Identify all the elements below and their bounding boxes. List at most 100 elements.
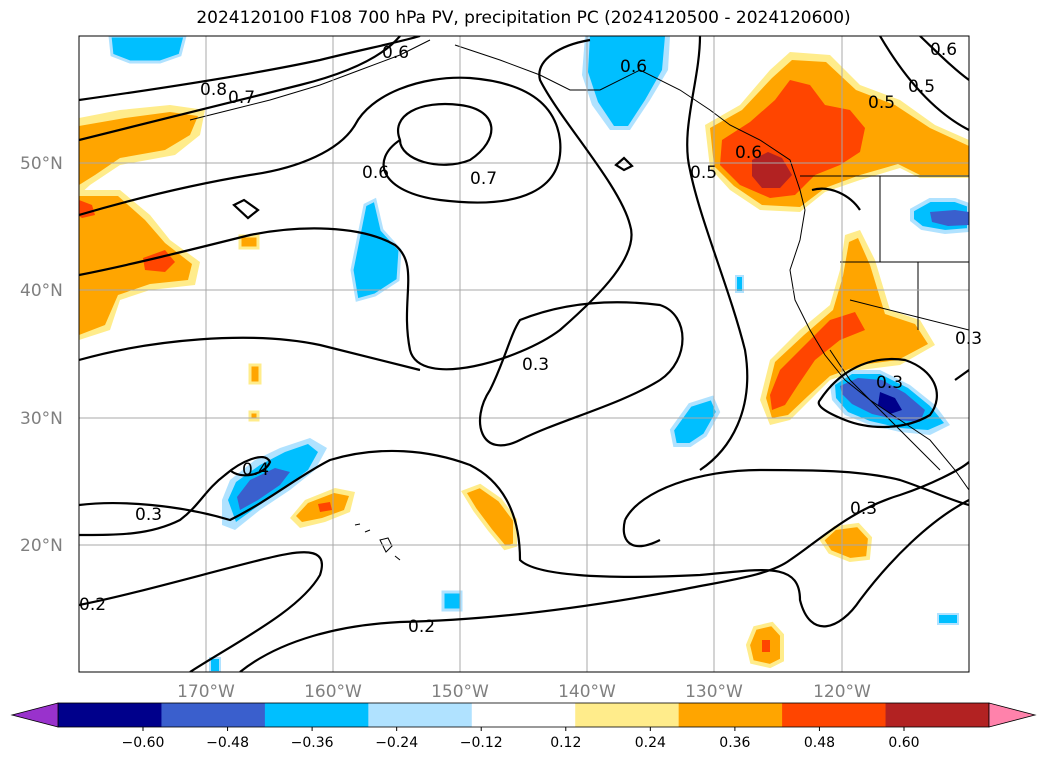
map-frame (78, 35, 970, 673)
precip-area-navy-se (878, 392, 902, 414)
colorbar-tick-label: 0.12 (550, 735, 581, 751)
colorbar-tick-label: 0.48 (804, 735, 835, 751)
precip-area-red-hawaii (318, 502, 332, 512)
colorbar-tick-label: −0.36 (291, 735, 334, 751)
lon-label-160w: 160°W (304, 682, 362, 702)
contour-label: 0.6 (362, 163, 389, 183)
precip-area-blue-spot (937, 613, 959, 625)
contour-line (397, 103, 493, 166)
contour-line (79, 36, 401, 142)
precip-area-royalblue-sw (237, 468, 290, 510)
colorbar-extend-left (10, 702, 59, 728)
contour-label: 0.7 (228, 88, 255, 108)
contour-label: 0.6 (620, 57, 647, 77)
colorbar-bin (885, 703, 990, 727)
precip-area-blue-spot (441, 590, 463, 612)
contour-line (79, 38, 633, 371)
lon-label-120w: 120°W (813, 682, 871, 702)
contour-label: 0.2 (408, 617, 435, 637)
colorbar-extend-right (988, 702, 1037, 728)
precip-area-blue-central (350, 197, 402, 302)
gridlines (79, 36, 969, 672)
precip-area-orange-west-core (79, 196, 192, 335)
precip-area-blue-top (108, 36, 187, 64)
contour-label: 0.3 (876, 373, 903, 393)
contour-line (79, 449, 969, 628)
contour-line (79, 456, 272, 537)
colorbar-bin (368, 703, 473, 727)
lon-label-140w: 140°W (558, 682, 616, 702)
lat-tick-labels: 50°N 40°N 30°N 20°N (20, 154, 63, 556)
lat-label-40n: 40°N (20, 281, 63, 301)
contour-label: 0.6 (382, 43, 409, 63)
lon-label-150w: 150°W (431, 682, 489, 702)
colorbar-tick-label: −0.60 (122, 735, 165, 751)
precip-area-red-south (762, 640, 770, 652)
colorbar-bin (575, 703, 680, 727)
colorbar-tick-label: −0.24 (375, 735, 418, 751)
lat-label-50n: 50°N (20, 154, 63, 174)
colorbar-bin (58, 703, 162, 727)
precip-area-orange-nw-core (79, 112, 198, 185)
lat-label-30n: 30°N (20, 409, 63, 429)
contour-label: 0.6 (735, 143, 762, 163)
precip-area-blue-spot (735, 275, 744, 293)
precip-area-blue-mideast (669, 395, 721, 447)
contour-line (79, 76, 562, 217)
colorbar-tick-label: 0.24 (635, 735, 666, 751)
contour-line (624, 468, 969, 521)
hawaii-islands (354, 523, 401, 561)
colorbar-bin (161, 703, 266, 727)
contour-line (817, 358, 938, 428)
lon-label-130w: 130°W (685, 682, 743, 702)
colorbar-tick-label: −0.12 (460, 735, 503, 751)
west-coast (789, 209, 969, 491)
contour-line (239, 461, 969, 672)
contour-label: 0.4 (242, 460, 269, 480)
contour-line (79, 336, 421, 372)
pv-contours (79, 36, 969, 672)
baja-coast (829, 349, 941, 471)
contour-line (614, 156, 634, 172)
contour-label: 0.5 (908, 77, 935, 97)
contour-line (79, 36, 421, 102)
lat-label-20n: 20°N (20, 536, 63, 556)
colorbar-bin (782, 703, 887, 727)
contour-label: 0.3 (135, 505, 162, 525)
contour-line (686, 36, 749, 471)
colorbar: −0.60 −0.48 −0.36 −0.24 −0.12 0.12 0.24 0.36 0.4… (10, 702, 1037, 751)
contour-label: 0.2 (79, 595, 106, 615)
colorbar-segments (57, 702, 990, 728)
contour-label: 0.8 (200, 80, 227, 100)
contour-line (79, 551, 323, 672)
contour-line (811, 187, 861, 211)
contour-label: 0.5 (690, 163, 717, 183)
contour-label: 0.6 (930, 40, 957, 60)
contour-label: 0.3 (522, 355, 549, 375)
colorbar-bin (471, 703, 576, 727)
contour-label: 0.7 (470, 169, 497, 189)
contour-line (232, 198, 260, 220)
contour-label: 0.5 (868, 93, 895, 113)
colorbar-bin (678, 703, 783, 727)
precip-area-darkred-pnw (752, 152, 792, 188)
precip-area-orange-se (819, 522, 873, 563)
precip-area-blue-spot (209, 657, 221, 672)
precip-area-red-baja (770, 312, 865, 410)
contour-line (879, 36, 969, 131)
precip-area-blue-north-core (588, 36, 665, 126)
contour-line (478, 301, 684, 447)
lon-tick-labels: 170°W 160°W 150°W 140°W 130°W 120°W (177, 682, 871, 702)
precip-area-orange-spot (248, 363, 262, 385)
contour-line (622, 519, 661, 548)
map-panel: 0.8 0.7 0.6 0.6 0.7 0.6 0.5 0.5 0.5 0.6 … (78, 35, 982, 673)
colorbar-tick-label: 0.36 (719, 735, 750, 751)
precip-area-royalblue-ne (930, 210, 969, 226)
colorbar-tick-labels: −0.60 −0.48 −0.36 −0.24 −0.12 0.12 0.24 0.36 0.4… (122, 727, 920, 751)
contour-line (919, 36, 969, 81)
colorbar-tick-label: 0.60 (888, 735, 919, 751)
colorbar-tick-label: −0.48 (206, 735, 249, 751)
state-border (840, 176, 969, 331)
contour-label: 0.3 (850, 499, 877, 519)
